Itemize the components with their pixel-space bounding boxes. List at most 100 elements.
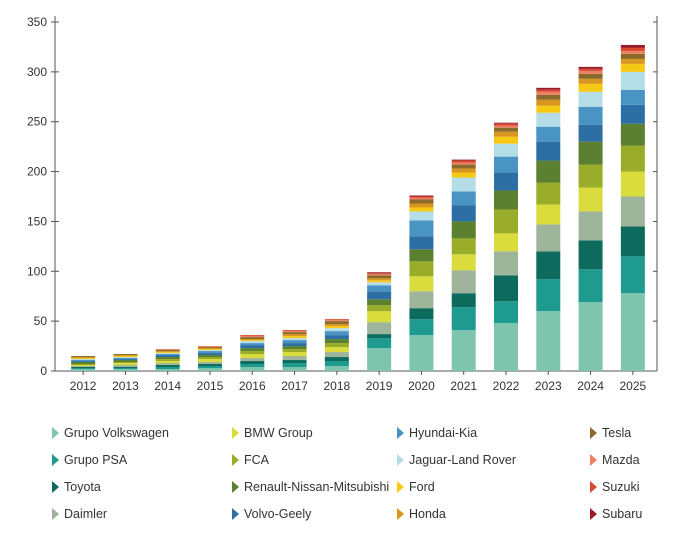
bar-segment: [198, 368, 222, 371]
x-tick-label: 2018: [324, 379, 351, 393]
bar-segment: [324, 320, 349, 322]
bar-segment: [367, 291, 392, 300]
legend-item: BMW Group: [232, 426, 313, 440]
bar-segment: [113, 360, 138, 363]
x-tick-label: 2015: [197, 379, 224, 393]
bar-segment: [282, 332, 307, 335]
bar-segment: [578, 164, 603, 188]
bar-segment: [367, 274, 392, 276]
bar-segment: [324, 331, 349, 336]
bar-segment: [282, 343, 307, 347]
legend-item: Honda: [397, 507, 446, 521]
bar-segment: [155, 350, 180, 352]
bar-segment: [409, 197, 434, 200]
bar-segment: [536, 105, 561, 113]
legend-label: Jaguar-Land Rover: [409, 453, 517, 467]
bar-segment: [367, 338, 392, 349]
bar-segment: [113, 354, 138, 356]
bar-segment: [71, 365, 96, 367]
bar-segment: [409, 195, 434, 197]
bar-segment: [367, 311, 392, 323]
legend-marker-icon: [397, 427, 404, 439]
bar-segment: [536, 112, 561, 127]
legend-label: Ford: [409, 480, 435, 494]
y-tick-label: 300: [27, 65, 47, 79]
bar-segment: [409, 276, 434, 292]
bar-segment: [198, 359, 222, 363]
bar-segment: [282, 367, 307, 371]
bar-segment: [324, 343, 349, 348]
bar-segment: [324, 366, 349, 371]
bar-segment: [240, 348, 265, 352]
bar-segment: [155, 352, 180, 354]
bar-segment: [494, 143, 518, 157]
bar-segment: [113, 369, 138, 371]
x-tick-label: 2020: [408, 379, 435, 393]
legend-label: Hyundai-Kia: [409, 426, 478, 440]
bar-segment: [620, 256, 645, 294]
x-tick-label: 2025: [620, 379, 647, 393]
bar-segment: [198, 346, 222, 348]
legend-marker-icon: [397, 481, 404, 493]
bar-segment: [578, 66, 603, 69]
bar-segment: [113, 362, 138, 364]
bar-segment: [198, 353, 222, 356]
bar-segment: [113, 358, 138, 360]
bar-segment: [282, 352, 307, 357]
bar-segment: [324, 321, 349, 325]
bar-segment: [620, 293, 645, 371]
bar-segment: [198, 357, 222, 360]
legend-item: Mazda: [590, 453, 640, 467]
bar-segment: [409, 199, 434, 204]
bar-segment: [409, 207, 434, 212]
legend-label: Mazda: [602, 453, 640, 467]
bar-segment: [240, 335, 265, 337]
bar-segment: [451, 270, 476, 294]
bar-segment: [282, 338, 307, 341]
bar-segment: [451, 168, 476, 173]
bar-segment: [494, 233, 518, 252]
bar-segment: [71, 360, 96, 362]
bar-segment: [536, 99, 561, 106]
bar-segment: [409, 220, 434, 237]
legend-item: Jaguar-Land Rover: [397, 453, 516, 467]
bar-segment: [494, 251, 518, 276]
bar-segment: [324, 352, 349, 358]
bar-segment: [282, 363, 307, 368]
legend-marker-icon: [590, 427, 597, 439]
bar-segment: [282, 330, 307, 332]
legend-item: Ford: [397, 480, 435, 494]
bar-segment: [536, 182, 561, 205]
bar-segment: [451, 191, 476, 206]
x-tick-label: 2021: [450, 379, 477, 393]
legend-marker-icon: [232, 427, 239, 439]
bar-segment: [409, 308, 434, 320]
bar-segment: [620, 71, 645, 90]
bar-segment: [620, 104, 645, 124]
bar-segment: [578, 73, 603, 79]
bar-segment: [367, 272, 392, 274]
legend-item: Tesla: [590, 426, 631, 440]
bar-segment: [198, 350, 222, 352]
bar-segment: [451, 330, 476, 371]
bar-segment: [536, 94, 561, 100]
bar-segment: [198, 355, 222, 358]
bar-segment: [409, 236, 434, 250]
bar-segment: [536, 91, 561, 95]
legend-item: Subaru: [590, 507, 642, 521]
x-tick-label: 2014: [154, 379, 181, 393]
y-tick-label: 50: [34, 314, 48, 328]
bar-segment: [578, 211, 603, 241]
bar-segment: [409, 249, 434, 262]
legend-marker-icon: [232, 508, 239, 520]
bar-segment: [155, 351, 180, 353]
bar-segment: [409, 261, 434, 277]
bar-segment: [620, 53, 645, 59]
y-tick-label: 350: [27, 15, 47, 29]
bar-segment: [494, 209, 518, 234]
legend-item: Suzuki: [590, 480, 640, 494]
bar-segment: [536, 160, 561, 183]
bar-segment: [409, 196, 434, 198]
bar-segment: [494, 122, 518, 124]
bar-segment: [324, 357, 349, 362]
